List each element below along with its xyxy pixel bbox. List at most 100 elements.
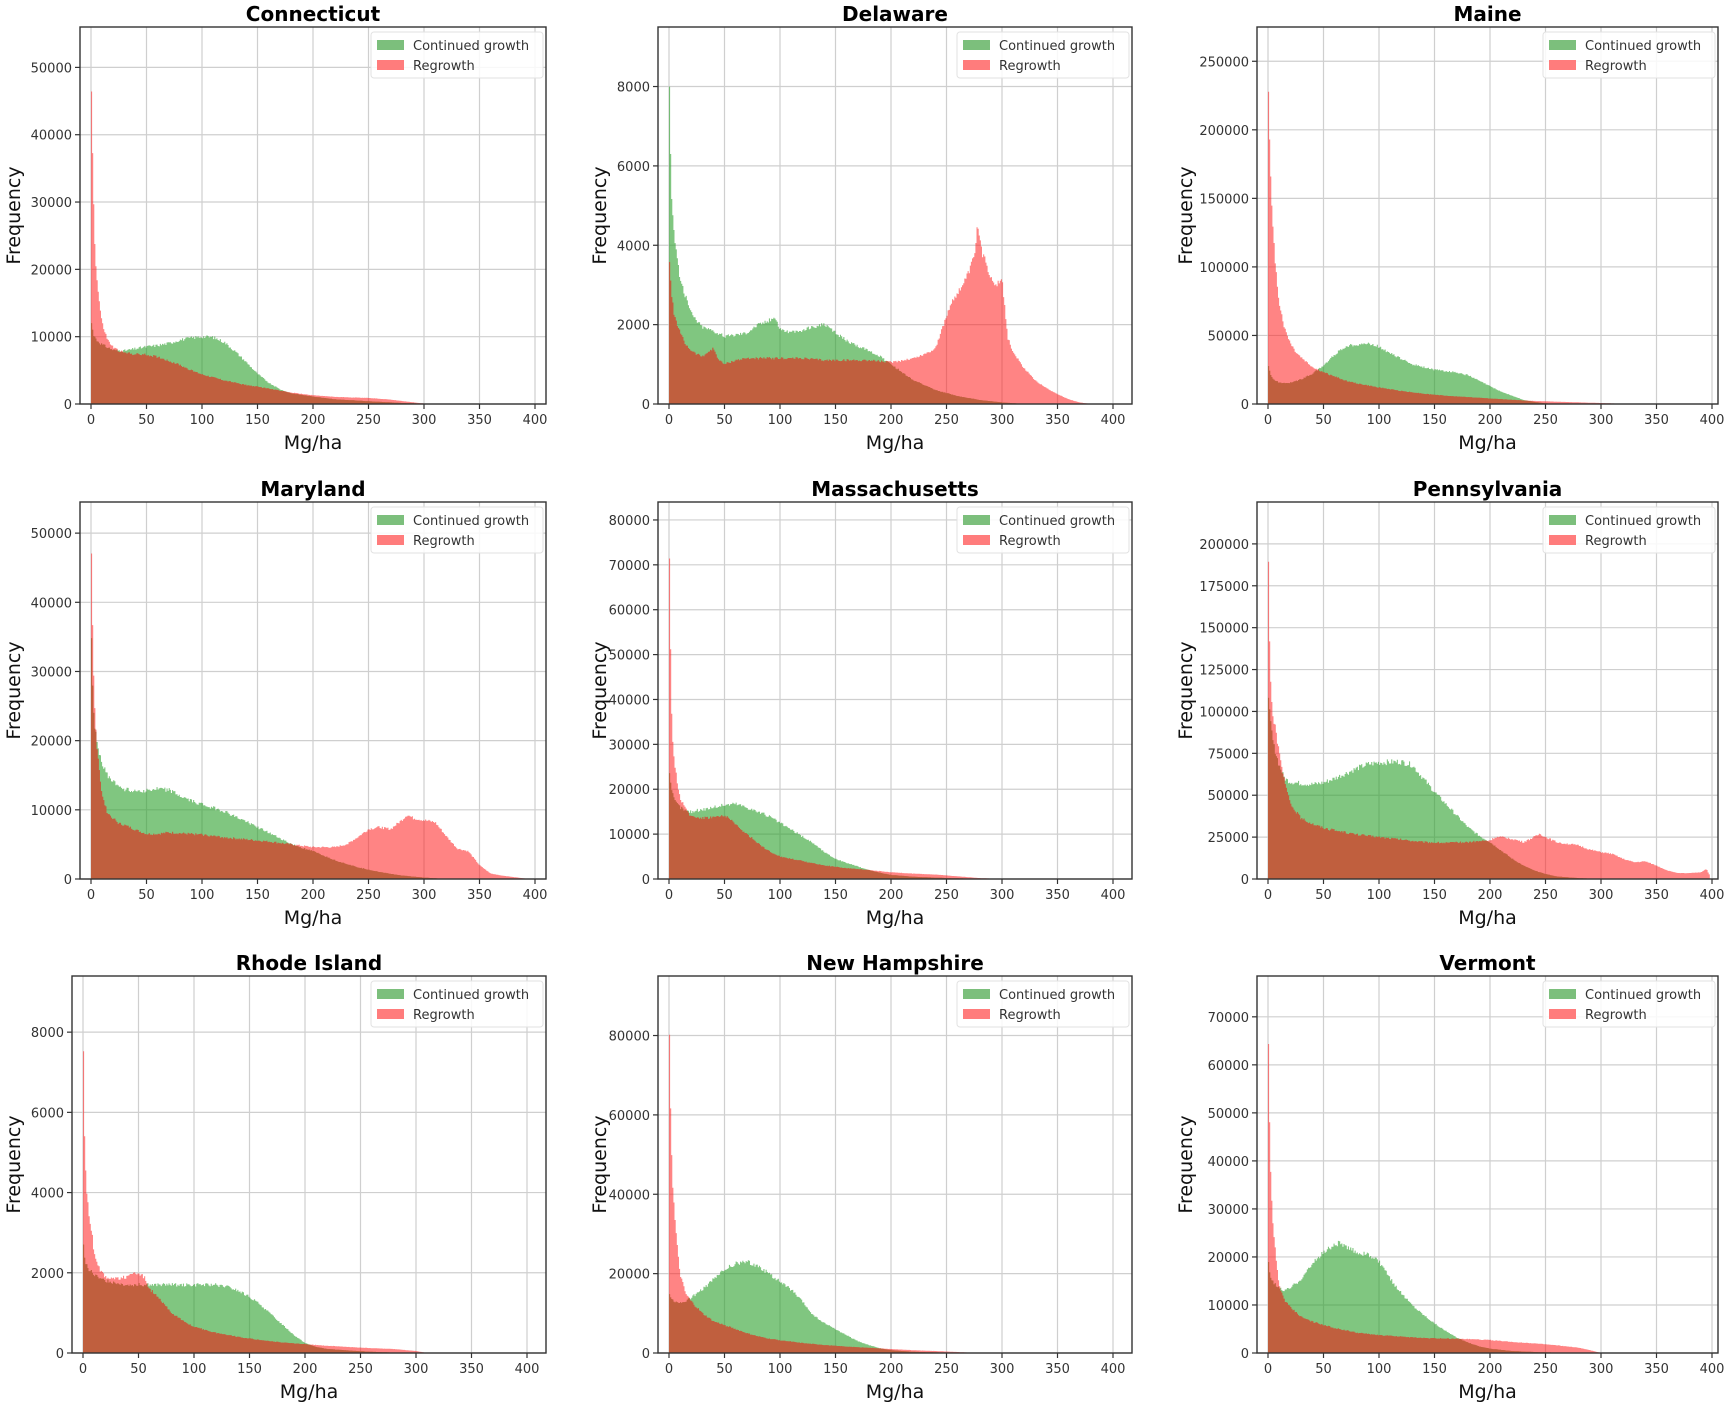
x-tick-label: 250 [356, 888, 381, 903]
x-tick-label: 0 [1264, 888, 1272, 903]
legend-box [370, 980, 544, 1028]
y-tick-label: 40000 [31, 129, 72, 144]
y-tick-label: 60000 [609, 604, 650, 619]
y-tick-label: 0 [1241, 873, 1249, 888]
legend-label: Regrowth [413, 59, 475, 74]
x-tick-label: 50 [1315, 413, 1332, 428]
legend-box [370, 31, 544, 79]
y-axis-label: Frequency [589, 166, 611, 264]
legend: Continued growth Regrowth [370, 980, 544, 1028]
y-axis-label: Frequency [589, 641, 611, 739]
x-axis-label: Mg/ha [866, 432, 925, 454]
legend-swatch-continued-growth [1549, 40, 1576, 50]
x-tick-label: 0 [87, 413, 95, 428]
x-tick-label: 400 [523, 413, 548, 428]
axes-frame [657, 26, 1133, 405]
x-tick-label: 400 [1101, 413, 1126, 428]
x-axis-label: Mg/ha [284, 432, 343, 454]
legend: Continued growth Regrowth [370, 31, 544, 79]
y-tick-label: 70000 [609, 559, 650, 574]
x-tick-label: 150 [1422, 888, 1447, 903]
axes-frame [657, 501, 1133, 880]
x-tick-label: 350 [1644, 888, 1669, 903]
x-tick-label: 150 [1422, 1362, 1447, 1377]
x-tick-label: 350 [459, 1362, 484, 1377]
y-tick-label: 25000 [1208, 831, 1249, 846]
y-tick-label: 50000 [1208, 1107, 1249, 1122]
y-axis-label: Frequency [1175, 641, 1197, 739]
x-tick-label: 100 [190, 413, 215, 428]
y-tick-label: 8000 [617, 81, 650, 96]
legend-swatch-continued-growth [963, 515, 990, 525]
panel-maine: 0 50 100 150 200 250 300 350 400 0 50000 100000 1500… [1175, 2, 1724, 454]
histogram-continued-growth [669, 1260, 980, 1353]
x-tick-label: 200 [1478, 888, 1503, 903]
y-tick-label: 75000 [1208, 747, 1249, 762]
legend-swatch-continued-growth [377, 989, 404, 999]
y-tick-label: 40000 [609, 693, 650, 708]
legend-box [956, 31, 1130, 79]
legend: Continued growth Regrowth [370, 506, 544, 554]
legend-box [370, 506, 544, 554]
x-tick-label: 300 [1589, 1362, 1614, 1377]
x-tick-label: 50 [138, 888, 155, 903]
x-tick-label: 150 [823, 1362, 848, 1377]
x-tick-label: 300 [404, 1362, 429, 1377]
legend: Continued growth Regrowth [956, 506, 1130, 554]
axes-frame [657, 975, 1133, 1354]
x-axis-label: Mg/ha [866, 1381, 925, 1403]
x-tick-label: 250 [934, 413, 959, 428]
y-axis-label: Frequency [3, 1115, 25, 1213]
x-tick-label: 200 [1478, 1362, 1503, 1377]
histogram-continued-growth [91, 638, 447, 879]
x-tick-label: 0 [87, 888, 95, 903]
y-tick-label: 50000 [609, 649, 650, 664]
y-axis-label: Frequency [3, 166, 25, 264]
y-axis-label: Frequency [1175, 1115, 1197, 1213]
y-tick-label: 80000 [609, 1030, 650, 1045]
x-tick-label: 400 [1700, 413, 1725, 428]
y-tick-label: 60000 [609, 1109, 650, 1124]
y-tick-label: 50000 [1208, 789, 1249, 804]
legend-box [1542, 31, 1716, 79]
legend-label: Continued growth [1585, 514, 1701, 529]
x-tick-label: 0 [79, 1362, 87, 1377]
legend-label: Regrowth [999, 59, 1061, 74]
legend-swatch-regrowth [963, 535, 990, 545]
panel-connecticut: 0 50 100 150 200 250 300 350 400 0 10000 20000 30000… [3, 2, 547, 454]
x-tick-label: 400 [523, 888, 548, 903]
x-tick-label: 350 [1045, 888, 1070, 903]
x-tick-label: 150 [237, 1362, 262, 1377]
y-tick-label: 30000 [31, 665, 72, 680]
x-tick-label: 0 [665, 888, 673, 903]
legend-swatch-continued-growth [1549, 989, 1576, 999]
x-tick-label: 100 [182, 1362, 207, 1377]
y-tick-label: 20000 [609, 783, 650, 798]
chart-title: Delaware [842, 2, 948, 26]
y-tick-label: 10000 [609, 828, 650, 843]
y-axis-label: Frequency [3, 641, 25, 739]
y-tick-label: 150000 [1199, 622, 1249, 637]
y-tick-label: 6000 [31, 1106, 64, 1121]
legend: Continued growth Regrowth [956, 31, 1130, 79]
histogram-continued-growth [669, 86, 1025, 404]
histogram-regrowth [1268, 91, 1635, 405]
x-tick-label: 50 [716, 888, 733, 903]
legend-label: Regrowth [1585, 59, 1647, 74]
panel-rhode-island: 0 50 100 150 200 250 300 350 4000200040006000800… [3, 951, 547, 1403]
legend-swatch-continued-growth [377, 40, 404, 50]
y-tick-label: 10000 [31, 331, 72, 346]
y-tick-label: 4000 [617, 239, 650, 254]
legend-swatch-regrowth [963, 1009, 990, 1019]
x-tick-label: 400 [515, 1362, 540, 1377]
x-tick-label: 150 [245, 888, 270, 903]
legend-swatch-regrowth [1549, 1009, 1576, 1019]
y-tick-label: 40000 [609, 1188, 650, 1203]
x-tick-label: 400 [1101, 888, 1126, 903]
legend-label: Regrowth [999, 1008, 1061, 1023]
y-tick-label: 0 [642, 1347, 650, 1362]
y-tick-label: 50000 [31, 527, 72, 542]
x-tick-label: 250 [348, 1362, 373, 1377]
x-tick-label: 300 [990, 413, 1015, 428]
